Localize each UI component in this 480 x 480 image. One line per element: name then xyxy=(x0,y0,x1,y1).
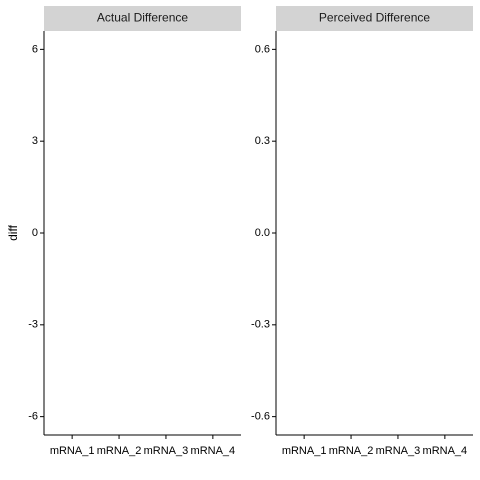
facet-panel-2: Perceived Difference -0.6 -0.3 0.0 0.3 0.6 mRN… xyxy=(251,6,473,457)
facet-title: Actual Difference xyxy=(97,11,188,25)
y-axis-label: diff xyxy=(6,224,20,240)
x-tick-label: mRNA_4 xyxy=(191,445,236,457)
facet-title: Perceived Difference xyxy=(319,11,430,25)
facet-strip xyxy=(276,6,473,31)
x-tick-label: mRNA_1 xyxy=(282,445,327,457)
facet-strip xyxy=(44,6,241,31)
x-tick-label: mRNA_2 xyxy=(329,445,374,457)
y-tick-label: -0.6 xyxy=(251,411,270,423)
y-tick-label: 0.0 xyxy=(255,227,270,239)
y-tick-label: 6 xyxy=(32,43,38,55)
y-tick-label: -6 xyxy=(28,411,38,423)
y-tick-label: -3 xyxy=(28,319,38,331)
y-tick-label: 0.6 xyxy=(255,43,270,55)
y-tick-label: 0 xyxy=(32,227,38,239)
y-tick-label: 0.3 xyxy=(255,135,270,147)
x-tick-label: mRNA_3 xyxy=(376,445,421,457)
y-tick-label: 3 xyxy=(32,135,38,147)
x-tick-label: mRNA_3 xyxy=(144,445,189,457)
x-tick-label: mRNA_4 xyxy=(423,445,468,457)
y-tick-label: -0.3 xyxy=(251,319,270,331)
x-tick-label: mRNA_2 xyxy=(97,445,142,457)
x-tick-label: mRNA_1 xyxy=(50,445,95,457)
